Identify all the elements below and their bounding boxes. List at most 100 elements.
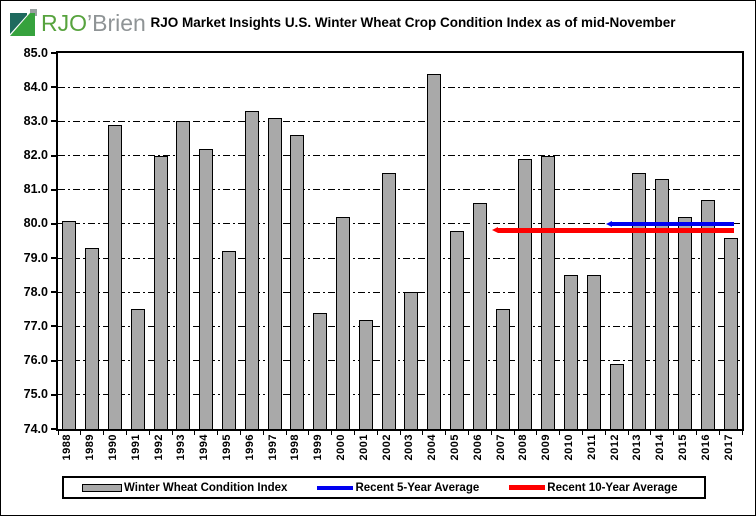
x-axis-label-text: 1992 [152, 434, 165, 461]
five-year-average-line [612, 221, 734, 226]
red-line-swatch [509, 485, 546, 490]
x-axis-label-text: 1990 [107, 434, 119, 461]
bar-1998 [290, 135, 305, 429]
bar-1995 [222, 251, 236, 429]
x-axis-label-2016: 2016 [700, 434, 716, 474]
x-axis-label-text: 2006 [471, 434, 484, 461]
x-axis-label-2005: 2005 [449, 434, 465, 474]
gridline-77.0 [58, 325, 742, 327]
x-axis-label-1998: 1998 [289, 434, 305, 474]
gridline-76.0 [58, 360, 742, 362]
x-axis-label-1992: 1992 [153, 434, 169, 474]
legend-label: Winter Wheat Condition Index [124, 481, 288, 494]
bar-swatch [82, 483, 122, 492]
x-axis-tick [80, 431, 82, 435]
legend-item-5yr-average: Recent 5-Year Average [317, 482, 479, 494]
x-axis-label-text: 2005 [449, 434, 461, 461]
y-axis-label-81.0: 81.0 [23, 182, 48, 197]
logo-text: RJO’Brien [41, 10, 146, 37]
x-axis-tick [627, 431, 629, 435]
legend-item-condition-index: Winter Wheat Condition Index [82, 482, 287, 494]
x-axis-label-2003: 2003 [403, 434, 419, 474]
x-axis-label-2017: 2017 [723, 434, 739, 474]
x-axis-label-2013: 2013 [631, 434, 647, 474]
x-axis-label-text: 2008 [517, 434, 530, 461]
x-axis-tick [604, 431, 606, 435]
y-axis-tick [51, 222, 57, 225]
x-axis-label-1996: 1996 [244, 434, 260, 474]
y-axis-tick [51, 120, 57, 123]
x-axis-label-text: 2017 [722, 434, 735, 461]
ten-year-average-line-tip [492, 227, 499, 234]
x-axis-label-text: 2003 [403, 434, 416, 461]
x-axis-tick [559, 431, 561, 435]
x-axis-tick [353, 431, 355, 435]
x-axis-label-1991: 1991 [130, 434, 146, 474]
x-axis-label-2011: 2011 [586, 434, 602, 474]
y-axis-tick [51, 188, 57, 191]
y-axis-label-78.0: 78.0 [23, 284, 48, 299]
x-axis-label-2012: 2012 [609, 434, 625, 474]
x-axis-label-text: 2013 [631, 434, 644, 461]
x-axis-label-text: 2010 [563, 434, 575, 461]
bar-1988 [62, 220, 77, 429]
bar-2007 [495, 309, 510, 429]
bar-2000 [336, 217, 350, 429]
x-axis-label-1988: 1988 [61, 434, 77, 474]
x-axis-label-text: 2004 [426, 434, 439, 461]
y-axis-label-76.0: 76.0 [23, 353, 48, 368]
plot-area [56, 51, 744, 431]
bar-1990 [108, 124, 122, 429]
bar-2003 [404, 292, 419, 429]
x-axis-tick [536, 431, 538, 435]
x-axis-tick [445, 431, 447, 435]
bar-1992 [153, 155, 168, 429]
y-axis-tick [51, 86, 57, 89]
five-year-average-line-tip [606, 220, 613, 227]
x-axis-label-text: 2000 [335, 434, 347, 461]
bar-2008 [518, 158, 533, 429]
x-axis-label-text: 1997 [266, 434, 279, 461]
x-axis-tick [217, 431, 219, 435]
x-axis-tick [581, 431, 583, 435]
bar-2016 [700, 199, 715, 429]
legend: Winter Wheat Condition Index Recent 5-Ye… [62, 476, 706, 499]
y-axis-tick [51, 359, 57, 362]
x-axis-label-2007: 2007 [495, 434, 511, 474]
x-axis-tick [376, 431, 378, 435]
x-axis-tick [194, 431, 196, 435]
gridline-84.0 [58, 86, 742, 88]
y-axis-tick [51, 257, 57, 260]
bar-2014 [655, 179, 670, 429]
x-axis-label-2015: 2015 [677, 434, 693, 474]
legend-label: Recent 5-Year Average [355, 481, 480, 494]
y-axis-label-82.0: 82.0 [23, 148, 48, 163]
bar-2004 [427, 73, 442, 429]
bar-1989 [85, 247, 100, 429]
y-axis-label-80.0: 80.0 [23, 216, 48, 231]
bar-1994 [199, 148, 214, 429]
bar-2012 [609, 364, 624, 429]
x-axis-label-1999: 1999 [312, 434, 328, 474]
x-axis-tick [695, 431, 697, 435]
x-axis-tick [57, 431, 59, 435]
bar-2011 [586, 275, 601, 429]
bar-2001 [358, 319, 373, 429]
x-axis-label-text: 2015 [677, 434, 689, 461]
x-axis-tick [262, 431, 264, 435]
x-axis-label-2010: 2010 [563, 434, 579, 474]
x-axis-tick [513, 431, 515, 435]
bar-1999 [313, 312, 328, 429]
y-axis-label-79.0: 79.0 [23, 250, 48, 265]
bar-2013 [632, 172, 647, 429]
x-axis-label-text: 2012 [608, 434, 621, 461]
x-axis-tick [103, 431, 105, 435]
gridline-79.0 [58, 257, 742, 259]
y-axis-label-75.0: 75.0 [23, 387, 48, 402]
x-axis-label-text: 2009 [540, 434, 553, 461]
bar-1993 [176, 121, 191, 429]
bar-2009 [541, 155, 556, 429]
y-axis-label-85.0: 85.0 [23, 45, 48, 60]
bar-1996 [244, 111, 259, 429]
